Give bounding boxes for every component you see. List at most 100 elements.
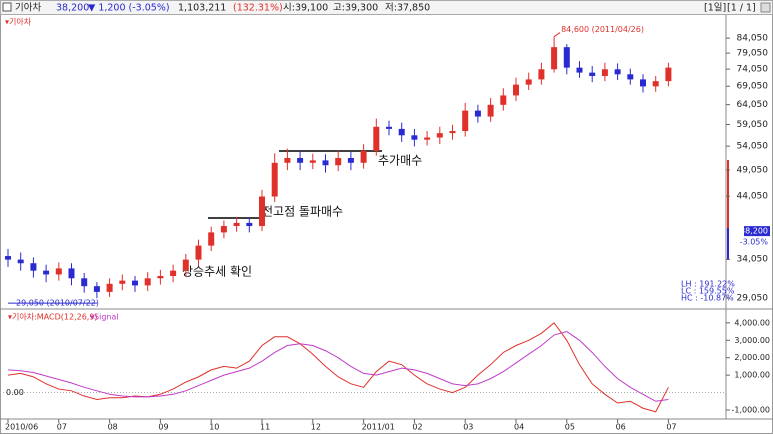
x-tick-label: 10 [209,423,219,432]
y-tick-label: 2,000.00 [734,353,770,362]
low-price: 저:37,850 [385,3,430,14]
x-tick-label: 04 [514,423,524,432]
price-range-bar [727,228,729,260]
candle-body [665,67,672,82]
price-box [744,226,770,237]
candle-body [81,278,88,287]
annotation: 추가매수 [378,154,422,168]
x-tick-label: 11 [260,423,270,432]
stat: LC : 159.55% [681,287,735,296]
candle-body [538,69,545,80]
x-tick-label: 09 [158,423,168,432]
candle-body [614,69,621,75]
change: ▼ 1,200 (-3.05%) [88,3,170,14]
y-tick-label: 79,050 [737,49,769,59]
candle-body [157,275,164,279]
y-tick-label: 44,050 [737,192,769,202]
candle-body [43,270,50,275]
page-indicator: [1 / 1] [727,3,756,14]
x-tick-label: 2011/01 [362,423,395,432]
pane-title: ▾기아차 [5,17,32,27]
y-tick-label: 54,050 [737,142,769,152]
price-change: -3.05% [740,238,769,247]
stock-name: 기아차 [15,2,41,14]
candle-body [322,160,329,166]
candle-body [449,131,456,134]
peak-marker [553,32,561,37]
candle-body [284,157,291,163]
price-box-label: 38,200 [740,227,768,236]
price-range-bar [727,160,729,228]
candle-body [30,263,37,271]
candle-body [208,232,215,246]
y-tick-label: 29,050 [737,294,769,304]
x-tick-label: 12 [311,423,321,432]
annotation: 상승추세 확인 [182,265,252,279]
candle-body [233,222,240,227]
candle-body [297,157,304,163]
candle-body [386,126,392,129]
candle-body [309,160,316,163]
low-label: 29,050 (2010/07/22) [16,299,99,308]
open-price: 시:39,100 [283,3,328,14]
zero-label: 0.00 [6,388,24,397]
candle-body [144,278,151,286]
annotation: 전고점 돌파매수 [262,205,343,219]
candle-body [398,128,405,136]
candle-body [246,222,253,227]
candle-body [436,133,443,138]
y-tick-label: 64,050 [737,100,769,110]
candle-body [347,157,354,163]
candle-body [652,81,659,87]
candle-body [424,137,431,140]
period[interactable]: [1일] [704,3,726,14]
candle-body [170,270,177,276]
candle-body [132,280,138,286]
candle-body [119,280,126,284]
x-tick-label: 06 [616,423,626,432]
candle-body [525,79,532,85]
x-tick-label: 05 [565,423,575,432]
candle-body [487,104,494,117]
candle-body [17,259,24,264]
candle-body [93,286,100,292]
stat: LH : 191.22% [681,280,735,289]
y-tick-label: 74,050 [737,65,769,75]
y-tick-label: 69,050 [737,82,769,92]
candle-body [627,74,634,80]
candle-body [335,157,342,166]
high-price: 고:39,300 [333,3,378,14]
x-tick-label: 07 [666,423,676,432]
candle-body [640,79,646,87]
candle-body [106,283,113,292]
x-tick-label: 07 [57,423,67,432]
candle-body [500,95,507,105]
candle-body [373,126,380,151]
candle-body [271,162,278,197]
checkbox[interactable] [2,2,12,12]
series-line [7,322,669,413]
candle-body [220,226,227,233]
candle-body [5,256,11,260]
candle-body [259,196,265,227]
candle-body [360,150,367,163]
y-tick-label: 84,050 [737,34,769,44]
legend-entry: ▾기아차:MACD(12,26,9) [8,312,98,322]
price: 38,200 [56,3,89,14]
candle-body [55,268,62,275]
x-tick-label: 08 [108,423,118,432]
volume-ratio: (132.31%) [233,3,283,14]
candle-body [563,47,570,68]
x-tick-label: 2010/06 [5,423,38,432]
scroll-button[interactable] [760,2,771,13]
candle-body [576,67,583,73]
y-tick-label: 1,000.00 [734,371,770,380]
y-tick-label: 4,000.00 [734,318,770,327]
candle-body [411,135,418,140]
candle-body [551,47,558,70]
candle-body [68,268,75,279]
candle-body [601,69,608,76]
